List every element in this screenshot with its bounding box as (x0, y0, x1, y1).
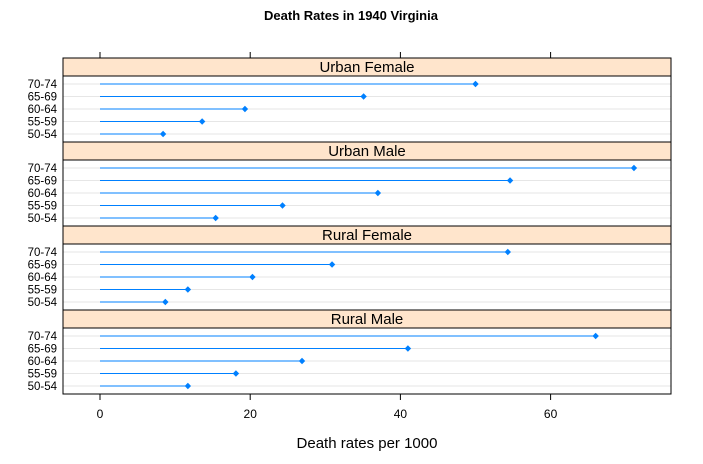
category-label-urban-female-50-54: 50-54 (28, 129, 58, 141)
point-urban-female-65-69 (360, 93, 367, 100)
x-tick-label-20: 20 (244, 407, 258, 421)
category-label-rural-male-65-69: 65-69 (28, 344, 57, 356)
category-label-rural-female-65-69: 65-69 (28, 260, 57, 272)
point-rural-male-65-69 (404, 345, 412, 352)
point-rural-female-70-74 (504, 248, 511, 256)
point-rural-male-55-59 (232, 370, 240, 377)
category-label-urban-male-50-54: 50-54 (28, 213, 58, 225)
strip-label-rural-male: Rural Male (331, 311, 404, 328)
category-label-urban-female-60-64: 60-64 (28, 104, 58, 116)
point-urban-female-70-74 (472, 80, 479, 88)
point-urban-male-50-54 (212, 214, 219, 222)
category-label-rural-male-55-59: 55-59 (28, 369, 57, 381)
point-rural-male-70-74 (592, 332, 599, 340)
strip-label-rural-female: Rural Female (322, 227, 412, 244)
point-rural-male-60-64 (298, 357, 306, 365)
point-rural-female-60-64 (249, 273, 256, 281)
x-tick-label-0: 0 (97, 407, 104, 421)
point-urban-male-60-64 (374, 189, 382, 197)
x-tick-label-40: 40 (394, 407, 408, 421)
point-rural-female-65-69 (328, 261, 336, 268)
point-urban-female-60-64 (241, 105, 249, 113)
category-label-rural-female-50-54: 50-54 (28, 297, 58, 309)
x-axis-label: Death rates per 1000 (297, 435, 438, 452)
x-tick-label-60: 60 (544, 407, 558, 421)
category-label-urban-female-55-59: 55-59 (28, 117, 57, 129)
point-rural-male-50-54 (184, 382, 192, 390)
category-label-urban-male-65-69: 65-69 (28, 176, 57, 188)
panel-frame-rural-male (62, 309, 672, 395)
category-label-rural-male-50-54: 50-54 (28, 381, 58, 393)
chart-title: Death Rates in 1940 Virginia (264, 8, 439, 23)
category-label-rural-male-60-64: 60-64 (28, 356, 58, 368)
point-rural-female-50-54 (162, 298, 169, 306)
point-urban-male-55-59 (279, 202, 286, 209)
category-label-urban-male-70-74: 70-74 (28, 163, 58, 175)
strip-label-urban-female: Urban Female (319, 59, 414, 76)
category-label-rural-female-70-74: 70-74 (28, 247, 58, 259)
category-label-urban-female-65-69: 65-69 (28, 92, 57, 104)
category-label-rural-female-55-59: 55-59 (28, 285, 57, 297)
point-urban-female-55-59 (198, 118, 206, 125)
point-urban-male-65-69 (506, 177, 514, 184)
plot-area: Urban Female50-5455-5960-6465-6970-74Urb… (28, 52, 672, 421)
category-label-rural-female-60-64: 60-64 (28, 272, 58, 284)
category-label-urban-male-60-64: 60-64 (28, 188, 58, 200)
point-urban-male-70-74 (630, 164, 638, 172)
category-label-urban-male-55-59: 55-59 (28, 201, 57, 213)
category-label-rural-male-70-74: 70-74 (28, 331, 58, 343)
category-label-urban-female-70-74: 70-74 (28, 79, 58, 91)
strip-label-urban-male: Urban Male (328, 143, 406, 160)
point-urban-female-50-54 (159, 130, 167, 138)
point-rural-female-55-59 (184, 286, 192, 293)
